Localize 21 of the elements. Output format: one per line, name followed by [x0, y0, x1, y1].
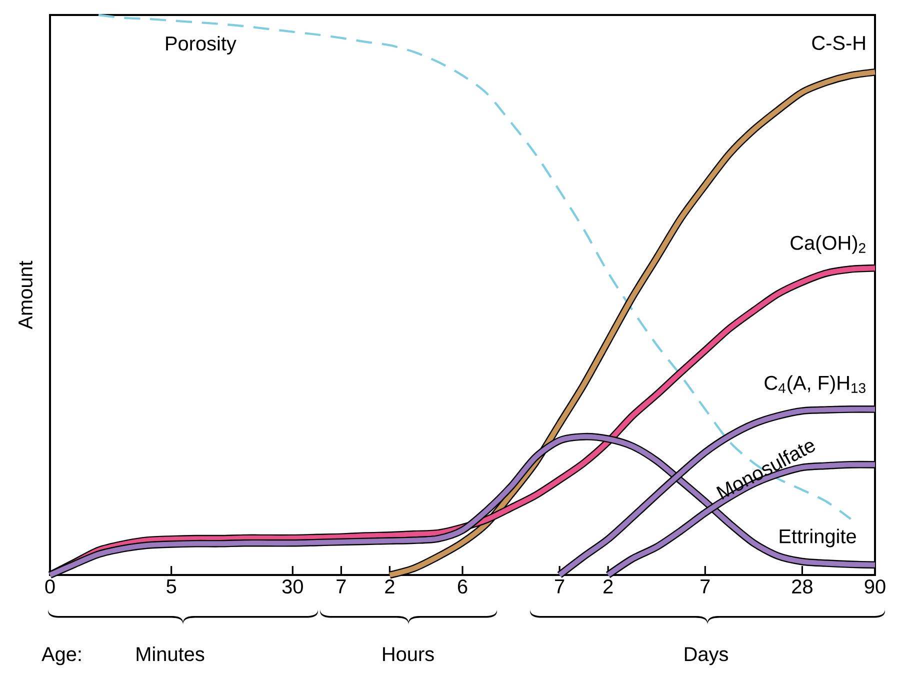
x-tick-label: 6: [458, 580, 468, 594]
series-label: C-S-H: [812, 36, 865, 50]
series-label: Porosity: [166, 36, 236, 55]
x-tick-label: 28: [792, 580, 812, 594]
x-tick-label: 5: [166, 580, 176, 594]
series-label: Ca(OH)$_{2}$: [790, 235, 866, 254]
x-tick-label: 7: [555, 580, 564, 594]
text: Hours: [383, 647, 434, 662]
y-axis-title: Amount: [18, 260, 32, 330]
series-label: Ettringite: [780, 528, 856, 548]
series-label: C$_{4}$(A, F)H$_{13}$: [764, 375, 866, 394]
x-tick-label: 0: [45, 580, 55, 594]
text: Days: [684, 647, 728, 666]
x-tick-label: 2: [604, 580, 613, 594]
x-tick-label: 7: [336, 580, 346, 594]
x-tick-label: 2: [385, 580, 394, 594]
text: Minutes: [136, 646, 204, 662]
text: Age:: [42, 647, 81, 666]
x-tick-label: 90: [864, 580, 886, 594]
x-tick-label: 30: [282, 580, 303, 594]
x-tick-label: 7: [700, 580, 710, 594]
